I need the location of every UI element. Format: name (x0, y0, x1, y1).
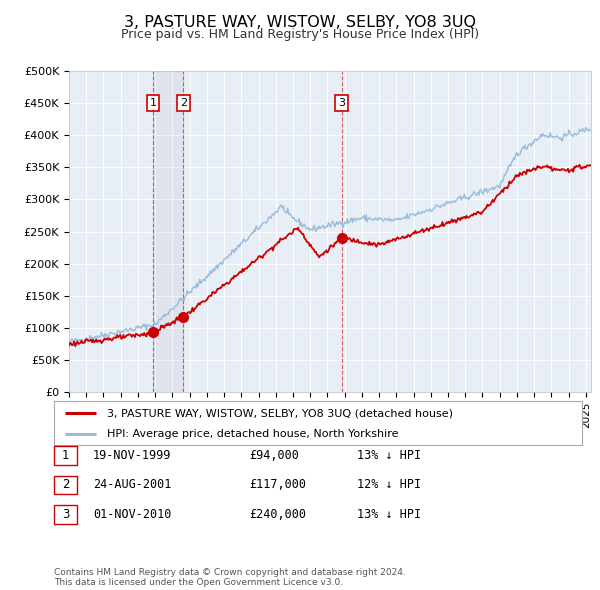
Text: 19-NOV-1999: 19-NOV-1999 (93, 449, 172, 462)
Text: HPI: Average price, detached house, North Yorkshire: HPI: Average price, detached house, Nort… (107, 428, 398, 438)
Text: Price paid vs. HM Land Registry's House Price Index (HPI): Price paid vs. HM Land Registry's House … (121, 28, 479, 41)
Text: 2: 2 (180, 98, 187, 108)
Text: £240,000: £240,000 (249, 508, 306, 521)
Text: 1: 1 (62, 449, 69, 462)
Text: 3: 3 (338, 98, 345, 108)
Text: 3: 3 (62, 508, 69, 521)
Text: 2: 2 (62, 478, 69, 491)
Text: 24-AUG-2001: 24-AUG-2001 (93, 478, 172, 491)
Text: 13% ↓ HPI: 13% ↓ HPI (357, 449, 421, 462)
Text: Contains HM Land Registry data © Crown copyright and database right 2024.
This d: Contains HM Land Registry data © Crown c… (54, 568, 406, 587)
Text: 3, PASTURE WAY, WISTOW, SELBY, YO8 3UQ (detached house): 3, PASTURE WAY, WISTOW, SELBY, YO8 3UQ (… (107, 408, 453, 418)
Text: 1: 1 (149, 98, 157, 108)
Text: 3, PASTURE WAY, WISTOW, SELBY, YO8 3UQ: 3, PASTURE WAY, WISTOW, SELBY, YO8 3UQ (124, 15, 476, 30)
Text: 13% ↓ HPI: 13% ↓ HPI (357, 508, 421, 521)
Text: £117,000: £117,000 (249, 478, 306, 491)
Text: £94,000: £94,000 (249, 449, 299, 462)
Text: 12% ↓ HPI: 12% ↓ HPI (357, 478, 421, 491)
Text: 01-NOV-2010: 01-NOV-2010 (93, 508, 172, 521)
Bar (153, 71, 184, 392)
